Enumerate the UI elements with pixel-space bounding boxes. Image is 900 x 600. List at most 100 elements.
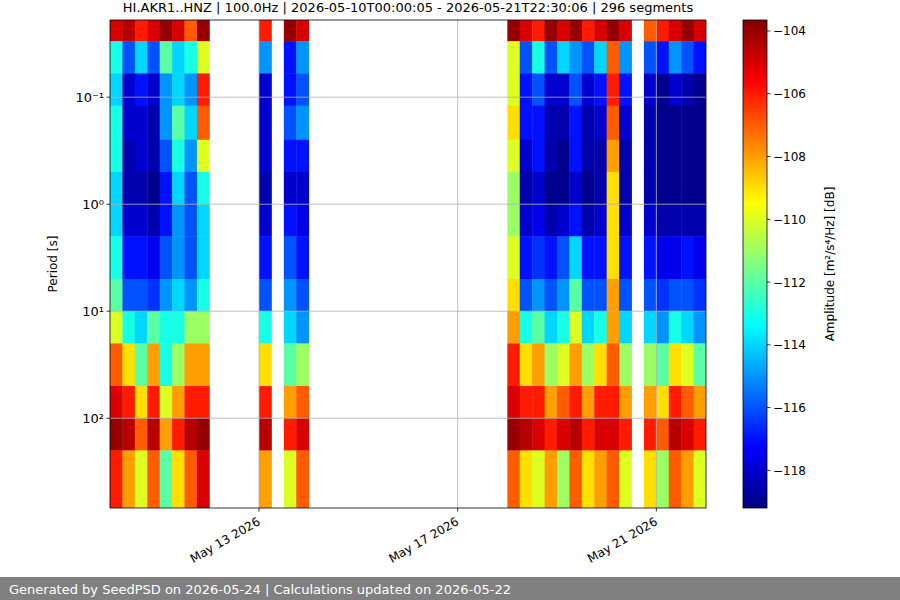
cell [160,20,173,42]
cell [135,450,148,508]
cell [197,20,210,42]
cell [607,204,620,237]
cell [532,450,545,508]
colorbar-tick-label: −116 [773,401,806,415]
cell [147,73,160,106]
cell [681,106,694,141]
cell [545,106,558,141]
cell [284,106,297,141]
cell [197,343,210,386]
cell [569,343,582,386]
cell [545,204,558,237]
cell [681,236,694,279]
cell [569,140,582,173]
cell [619,386,632,419]
cell [147,140,160,173]
cell [681,73,694,106]
cell [669,311,682,344]
cell [160,386,173,419]
cell [582,73,595,106]
cell [147,106,160,141]
cell [172,73,185,106]
cell [197,279,210,312]
cell [619,279,632,312]
grid-line-y [110,418,706,419]
cell [147,41,160,74]
cell [582,450,595,508]
cell [557,418,570,451]
cell [656,418,669,451]
cell [147,386,160,419]
cell [284,418,297,451]
cell [607,450,620,508]
y-tick [107,204,111,205]
cell [569,41,582,74]
cell [532,41,545,74]
cell [594,73,607,106]
grid-line-y [110,97,706,98]
cell [594,343,607,386]
cell [532,20,545,42]
cell [197,418,210,451]
cell [532,204,545,237]
cell [656,172,669,205]
grid-line-x [656,20,657,508]
cell [557,311,570,344]
cell [110,140,123,173]
cell [122,418,135,451]
cell [594,20,607,42]
cell [507,450,520,508]
chart: HI.AKR1..HNZ | 100.0Hz | 2026-05-10T00:0… [0,0,900,600]
cell [594,106,607,141]
cell [619,20,632,42]
cell [656,20,669,42]
cell [284,73,297,106]
cell [520,20,533,42]
cell [669,418,682,451]
colorbar-tick [767,470,771,471]
cell [619,106,632,141]
cell [296,73,309,106]
cell [569,450,582,508]
cell [110,386,123,419]
cell [669,172,682,205]
cell [110,204,123,237]
cell [147,204,160,237]
cell [520,450,533,508]
cell [557,236,570,279]
colorbar-tick [767,219,771,220]
cell [110,418,123,451]
cell [160,343,173,386]
cell [594,172,607,205]
cell [656,343,669,386]
cell [296,204,309,237]
cell [644,279,657,312]
cell [259,73,272,106]
cell [681,20,694,42]
colorbar-tick-label: −110 [773,213,806,227]
cell [545,172,558,205]
cell [172,311,185,344]
colorbar-tick-label: −112 [773,276,806,290]
cell [669,386,682,419]
cell [569,20,582,42]
cell [607,20,620,42]
cell [582,386,595,419]
cell [284,140,297,173]
cell [110,450,123,508]
cell [669,20,682,42]
cell [681,386,694,419]
cell [669,204,682,237]
cell [296,279,309,312]
cell [122,386,135,419]
cell [594,450,607,508]
cell [185,386,198,419]
cell [644,20,657,42]
cell [694,343,706,386]
y-tick [107,418,111,419]
cell [122,41,135,74]
colorbar [743,20,767,508]
cell [557,20,570,42]
x-tick-label: May 13 2026 [188,514,263,565]
cell [259,418,272,451]
